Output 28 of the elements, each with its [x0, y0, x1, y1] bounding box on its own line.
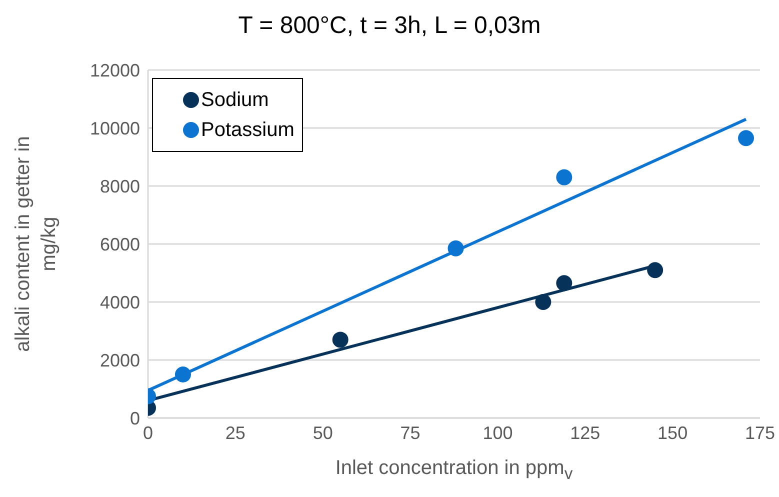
point: [448, 240, 464, 256]
point: [535, 294, 552, 310]
y-tick-label: 4000: [100, 292, 140, 312]
x-tick-label: 175: [744, 422, 776, 443]
y-tick-label: 0: [130, 408, 140, 428]
point: [556, 275, 572, 292]
x-tick-label: 25: [225, 422, 246, 443]
x-tick-label: 150: [658, 422, 688, 443]
y-axis-title: alkali content in getter in mg/kg: [11, 135, 61, 354]
y-tick-label: 8000: [100, 176, 140, 196]
x-axis-title: Inlet concentration in ppm$_{v}$: [334, 457, 574, 484]
x-tick-label: 125: [570, 422, 600, 443]
point: [174, 366, 191, 382]
y-tick-label: 6000: [100, 234, 140, 254]
x-tick-label: 75: [400, 422, 420, 443]
point: [647, 262, 664, 278]
x-tick-label: 50: [312, 422, 333, 443]
point: [738, 130, 754, 146]
y-tick-label: 10000: [90, 118, 140, 138]
chart-title: T = 800°C, t = 3h, L = 0,03m: [237, 12, 542, 40]
y-tick-label: 2000: [100, 350, 140, 370]
x-tick-label: 100: [482, 422, 513, 443]
legend-label: Potassium: [201, 118, 294, 142]
y-tick-label: 12000: [90, 60, 140, 80]
x-tick-label: 0: [142, 422, 154, 443]
legend-label: Sodium: [201, 88, 269, 112]
point: [332, 332, 348, 348]
point: [556, 169, 572, 186]
